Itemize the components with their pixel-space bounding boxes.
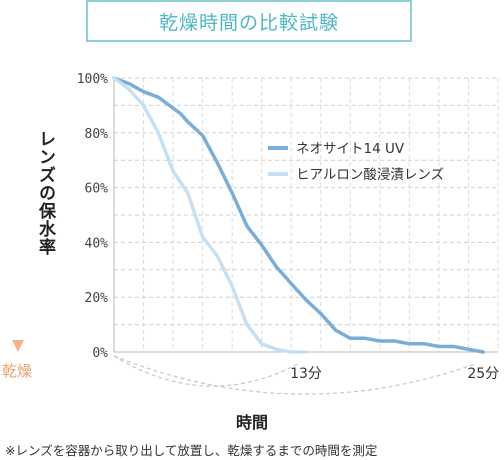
dry-end-label: 乾燥 (2, 362, 33, 380)
y-tick-label: 80% (85, 127, 109, 142)
legend-layer: ネオサイト14 UV ヒアルロン酸浸漬レンズ (268, 141, 444, 183)
y-tick-label: 20% (85, 291, 109, 306)
legend-label: ネオサイト14 UV (296, 141, 405, 157)
series-line (112, 76, 308, 354)
y-axis-label: レンズの保水率 (35, 130, 55, 256)
series-line (112, 76, 485, 354)
grid-layer (113, 77, 499, 353)
time-bracket (113, 355, 299, 387)
bracket-layer (113, 355, 476, 395)
x-axis-label: 時間 (235, 413, 268, 432)
ticks-layer: 100% 80% 60% 40% 20% 0% 13分 25分 (77, 72, 499, 382)
y-tick-label: 100% (77, 72, 108, 87)
time-bracket (113, 355, 476, 395)
y-tick-label: 40% (85, 236, 109, 251)
x-tick-label: 25分 (467, 366, 499, 382)
chart-title: 乾燥時間の比較試験 (86, 0, 412, 42)
series-layer (112, 76, 485, 354)
footnote: ※レンズを容器から取り出して放置し、乾燥するまでの時間を測定 (5, 443, 378, 458)
y-tick-label: 60% (85, 182, 109, 197)
y-tick-label: 0% (92, 346, 108, 361)
legend-label: ヒアルロン酸浸漬レンズ (296, 167, 444, 183)
y-axis-arrow-head (12, 340, 24, 352)
x-tick-label: 13分 (290, 366, 322, 382)
